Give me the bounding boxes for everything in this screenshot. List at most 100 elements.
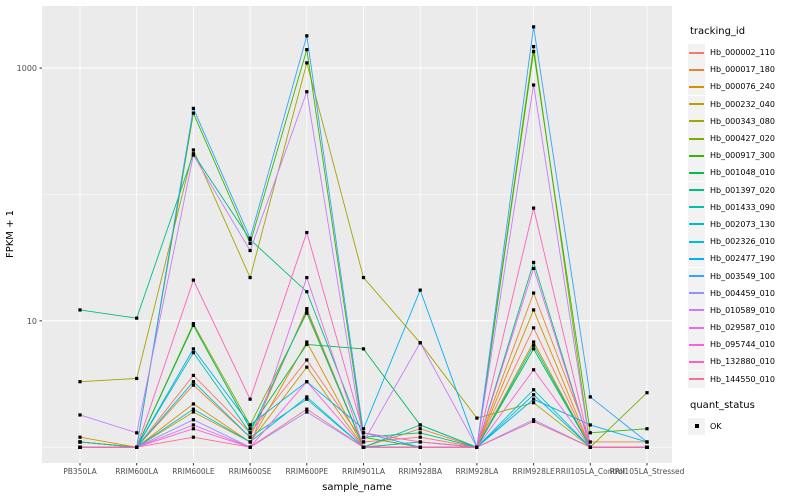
legend: tracking_id Hb_000002_110 Hb_000017_180 Hb… bbox=[688, 26, 800, 447]
data-point bbox=[532, 368, 536, 372]
data-point bbox=[418, 431, 422, 435]
x-tick-label: RRIM928LE bbox=[512, 467, 555, 476]
legend-item-label: OK bbox=[710, 421, 722, 431]
data-point bbox=[78, 413, 82, 417]
data-point bbox=[305, 380, 309, 384]
legend-item-label: Hb_000076_240 bbox=[710, 82, 775, 92]
data-point bbox=[418, 440, 422, 444]
legend-item: Hb_002477_190 bbox=[688, 250, 800, 268]
data-point bbox=[532, 326, 536, 330]
x-tick-label: RRIM600SE bbox=[229, 467, 272, 476]
x-tick-label: RRIM928LA bbox=[455, 467, 499, 476]
data-point bbox=[191, 423, 195, 427]
axis-ticks bbox=[39, 67, 648, 466]
plot-area: PB350LA RRIM600LA RRIM600LE RRIM600SE RRIM60… bbox=[5, 6, 685, 493]
data-point bbox=[248, 435, 252, 439]
data-point bbox=[191, 347, 195, 351]
legend-key-line-icon bbox=[688, 181, 705, 199]
gridlines bbox=[42, 6, 672, 463]
legend-key-line-icon bbox=[688, 319, 705, 337]
data-point bbox=[305, 342, 309, 347]
legend-key-line-icon bbox=[688, 353, 705, 371]
series-color-line-icon bbox=[689, 360, 704, 363]
legend-item-label: Hb_000232_040 bbox=[710, 99, 775, 109]
legend-item: Hb_000002_110 bbox=[688, 44, 800, 62]
data-point bbox=[78, 380, 82, 384]
data-point bbox=[532, 418, 536, 422]
data-point bbox=[305, 395, 309, 399]
legend-item: Hb_001433_090 bbox=[688, 198, 800, 216]
legend-key-line-icon bbox=[688, 130, 705, 148]
data-point bbox=[305, 275, 309, 280]
legend-key-line-icon bbox=[688, 250, 705, 268]
x-tick-label: RRIM600LE bbox=[172, 467, 215, 476]
data-point bbox=[248, 423, 252, 427]
legend-item-label: Hb_004459_010 bbox=[710, 288, 775, 298]
y-axis-title: FPKM + 1 bbox=[5, 210, 16, 258]
legend-item-label: Hb_000427_020 bbox=[710, 134, 775, 144]
legend-item: Hb_000917_300 bbox=[688, 147, 800, 165]
data-point bbox=[588, 423, 592, 427]
data-point bbox=[248, 275, 252, 280]
y-tick-label: 10 bbox=[27, 317, 37, 326]
data-point bbox=[248, 241, 252, 246]
data-point bbox=[532, 260, 536, 265]
legend-key-line-icon bbox=[688, 370, 705, 388]
data-point bbox=[361, 440, 366, 444]
series-color-line-icon bbox=[689, 257, 704, 260]
data-point bbox=[191, 402, 195, 406]
legend-item: Hb_001397_020 bbox=[688, 181, 800, 199]
legend-item-label: Hb_001397_020 bbox=[710, 185, 775, 195]
data-point bbox=[588, 445, 592, 449]
legend-item: Hb_000427_020 bbox=[688, 130, 800, 148]
data-point bbox=[475, 445, 479, 449]
data-point bbox=[248, 248, 252, 253]
legend-item: Hb_000017_180 bbox=[688, 61, 800, 79]
series-color-line-icon bbox=[689, 309, 704, 312]
legend-item: Hb_000076_240 bbox=[688, 78, 800, 96]
data-point bbox=[418, 427, 422, 431]
data-points bbox=[78, 25, 649, 449]
data-point bbox=[532, 419, 536, 424]
data-point bbox=[532, 206, 536, 210]
legend-items: Hb_000002_110 Hb_000017_180 Hb_000076_240 H… bbox=[688, 44, 800, 388]
data-point bbox=[191, 435, 195, 439]
data-point bbox=[305, 410, 309, 414]
legend-title-tracking-id: tracking_id bbox=[690, 26, 746, 37]
x-tick-label: PB350LA bbox=[63, 467, 97, 476]
data-point bbox=[532, 266, 536, 270]
data-point bbox=[191, 111, 195, 115]
x-tick-label: RRIM901LA bbox=[342, 467, 386, 476]
x-tick-label: RRIM600PE bbox=[285, 467, 328, 476]
data-point bbox=[418, 341, 422, 345]
data-point bbox=[361, 431, 366, 435]
legend-item-label: Hb_132880_010 bbox=[710, 357, 775, 367]
data-point bbox=[305, 358, 309, 362]
data-point bbox=[305, 407, 309, 411]
data-point bbox=[361, 347, 366, 351]
legend-key-line-icon bbox=[688, 147, 705, 165]
data-point bbox=[532, 291, 536, 295]
x-tick-label: RRII105LA_Stressed bbox=[610, 467, 685, 476]
data-point bbox=[645, 427, 649, 431]
legend-key-line-icon bbox=[688, 267, 705, 285]
x-tick-label: RRIM600LA bbox=[115, 467, 159, 476]
legend-item: Hb_000232_040 bbox=[688, 95, 800, 113]
data-point bbox=[532, 397, 536, 401]
data-point bbox=[418, 288, 422, 292]
legend-item-label: Hb_144550_010 bbox=[710, 374, 775, 384]
legend-key-line-icon bbox=[688, 215, 705, 233]
legend-item: Hb_002073_130 bbox=[688, 215, 800, 233]
plot-panel: PB350LA RRIM600LA RRIM600LE RRIM600SE RRIM60… bbox=[17, 6, 685, 476]
x-tick-label: RRII105LA_Control bbox=[556, 467, 626, 476]
data-point bbox=[135, 445, 139, 449]
data-point bbox=[361, 427, 366, 431]
data-point bbox=[248, 427, 252, 431]
data-point bbox=[645, 391, 649, 395]
data-point bbox=[78, 445, 82, 449]
data-point bbox=[532, 340, 536, 344]
data-point bbox=[305, 61, 309, 65]
data-point bbox=[588, 395, 592, 399]
data-point bbox=[191, 278, 195, 282]
